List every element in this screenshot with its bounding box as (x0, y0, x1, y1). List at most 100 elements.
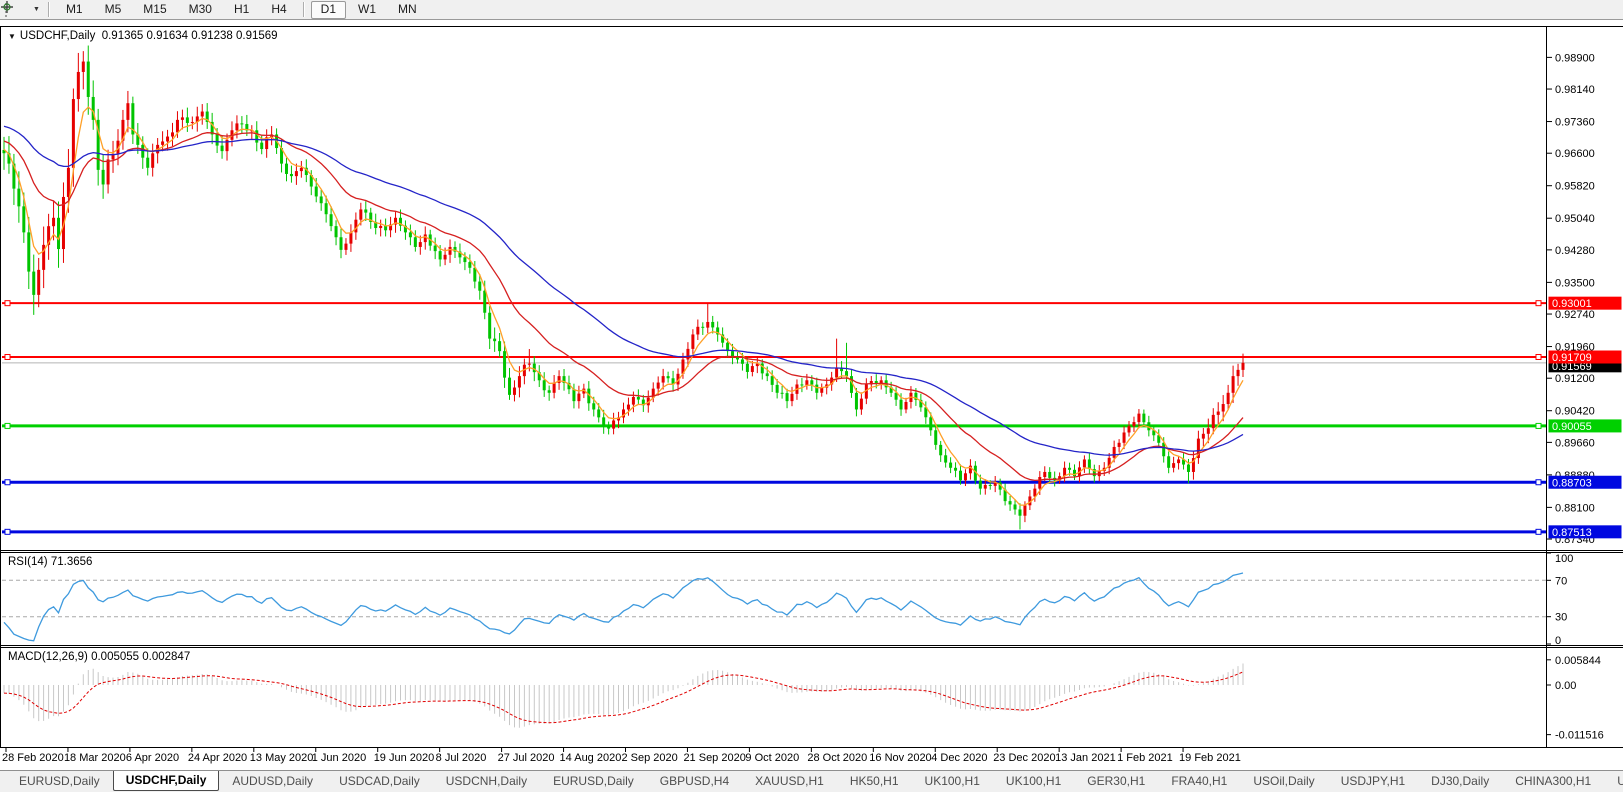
price-level-tag-0.93001-text: 0.93001 (1552, 298, 1592, 310)
axis-tick-label: 0.88100 (1555, 502, 1595, 514)
timeframe-button-d1[interactable]: D1 (310, 0, 346, 19)
symbol-dropdown-caret[interactable]: ▼ (8, 32, 16, 41)
tab-ger30-h1[interactable]: GER30,H1 (1087, 774, 1146, 788)
price-level-tag-0.93001 (1548, 296, 1622, 310)
timeframe-button-h4[interactable]: H4 (271, 1, 287, 16)
tab-usdcad-daily[interactable]: USDCAD,Daily (339, 774, 420, 788)
price-level-tag-0.88703-text: 0.88703 (1552, 477, 1592, 489)
tab-china300-h1[interactable]: CHINA300,H1 (1515, 774, 1592, 788)
rsi-pane (2, 572, 1546, 642)
axis-tick-label: 0.92740 (1555, 309, 1595, 321)
axis-tick-label: 0.91200 (1555, 373, 1595, 385)
date-tick-label: 21 Sep 2020 (683, 752, 745, 764)
moving-averages-layer (3, 106, 1244, 506)
tab-hk50-h1[interactable]: HK50,H1 (849, 774, 899, 788)
axis-tick-label: 0.90420 (1555, 406, 1595, 418)
macd-pane (3, 663, 1244, 728)
macd-axis-label: 0.005844 (1555, 655, 1601, 667)
moving-average-5 (3, 106, 1244, 506)
price-level-tag-0.91709 (1548, 350, 1622, 364)
tab-eurusd-daily[interactable]: EURUSD,Daily (19, 774, 100, 788)
tab-eurusd-daily[interactable]: EURUSD,Daily (553, 774, 634, 788)
crosshair-tool-icon[interactable] (1, 1, 32, 17)
toolbar-separator (47, 2, 50, 17)
rsi-axis-label: 30 (1555, 612, 1567, 624)
chart-title: ▼ USDCHF,Daily 0.91365 0.91634 0.91238 0.… (8, 30, 278, 42)
toolbar-separator (302, 2, 305, 17)
tab-usdchf-daily[interactable]: USDCHF,Daily (112, 771, 220, 791)
tab-usdjpy-h1[interactable]: USDJPY,H1 (1340, 774, 1406, 788)
date-tick-label: 16 Nov 2020 (869, 752, 931, 764)
symbol-tab-bar: EURUSD,Daily USDCHF,Daily AUDUSD,Daily USDC… (0, 770, 1623, 792)
timeframe-button-m1[interactable]: M1 (65, 1, 83, 16)
price-level-tag-0.90055 (1548, 419, 1622, 433)
timeframe-button-m15[interactable]: M15 (143, 1, 167, 16)
date-tick-label: 2 Sep 2020 (622, 752, 678, 764)
date-tick-label: 9 Oct 2020 (745, 752, 799, 764)
axis-tick-label: 0.95820 (1555, 181, 1595, 193)
date-tick-label: 1 Feb 2021 (1117, 752, 1173, 764)
timeframe-button-h1[interactable]: H1 (233, 1, 250, 16)
rsi-axis-label: 70 (1555, 575, 1567, 587)
date-tick-label: 28 Oct 2020 (807, 752, 867, 764)
date-tick-label: 13 Jan 2021 (1055, 752, 1116, 764)
axis-tick-label: 0.98140 (1555, 84, 1595, 96)
timeframe-button-mn[interactable]: MN (398, 1, 417, 16)
tab-gbpusd-h4[interactable]: GBPUSD,H4 (659, 774, 730, 788)
price-level-tag-0.87513-text: 0.87513 (1552, 527, 1592, 539)
timeframe-toolbar: ▼ M1 M5 M15 M30 H1 H4 D1 W1 MN (0, 0, 1623, 20)
date-tick-label: 4 Dec 2020 (931, 752, 987, 764)
date-tick-label: 27 Jul 2020 (498, 752, 555, 764)
timeframe-button-m30[interactable]: M30 (188, 1, 212, 16)
axis-tick-label: 0.98900 (1555, 52, 1595, 64)
chart-ohlc-values: 0.91365 0.91634 0.91238 0.91569 (101, 30, 278, 42)
axis-tick-label: 0.89660 (1555, 437, 1595, 449)
axis-tick-label: 0.93500 (1555, 277, 1595, 289)
chart-symbol-label: USDCHF,Daily (19, 30, 96, 42)
macd-histogram (3, 663, 1244, 728)
price-level-tag-0.88703 (1548, 475, 1622, 489)
date-axis: 28 Feb 2020 18 Mar 2020 6 Apr 2020 24 Apr 2… (2, 747, 1241, 764)
rsi-current-value: 71.3656 (50, 556, 93, 568)
tab-usdcnh-daily[interactable]: USDCNH,Daily (445, 774, 528, 788)
date-tick-label: 13 May 2020 (250, 752, 314, 764)
rsi-line (3, 572, 1244, 642)
macd-current-values: 0.005055 0.002847 (91, 651, 191, 663)
horizontal-price-lines[interactable] (2, 300, 1546, 535)
moving-average-50 (3, 125, 1244, 456)
rsi-axis-label: 100 (1555, 553, 1573, 565)
date-tick-label: 8 Jul 2020 (436, 752, 487, 764)
tab-uk100-h1[interactable]: UK100,H1 (924, 774, 980, 788)
price-axis: 0.98900 0.98140 0.97360 0.96600 0.95820 0.950… (1546, 52, 1622, 742)
date-tick-label: 19 Feb 2021 (1179, 752, 1241, 764)
macd-axis-label: -0.011516 (1555, 730, 1604, 742)
axis-tick-label: 0.94280 (1555, 245, 1595, 257)
date-tick-label: 1 Jun 2020 (312, 752, 366, 764)
moving-average-20 (3, 132, 1244, 482)
tab-xauusd-h1[interactable]: XAUUSD,H1 (755, 774, 824, 788)
tab-usoil[interactable]: USOil, (1604, 771, 1623, 792)
axis-tick-label: 0.96600 (1555, 148, 1595, 160)
date-tick-label: 28 Feb 2020 (2, 752, 64, 764)
tab-fra40-h1[interactable]: FRA40,H1 (1171, 774, 1228, 788)
rsi-indicator-label: RSI(14) 71.3656 (8, 556, 93, 568)
tool-dropdown-caret[interactable]: ▼ (33, 6, 40, 13)
tab-uk100-h1[interactable]: UK100,H1 (1005, 774, 1062, 788)
date-tick-label: 24 Apr 2020 (188, 752, 247, 764)
tab-audusd-daily[interactable]: AUDUSD,Daily (232, 774, 314, 788)
date-tick-label: 6 Apr 2020 (126, 752, 179, 764)
macd-axis-label: 0.00 (1555, 680, 1576, 692)
price-level-tag-0.90055-text: 0.90055 (1552, 421, 1592, 433)
date-tick-label: 14 Aug 2020 (560, 752, 622, 764)
rsi-axis-label: 0 (1555, 635, 1561, 647)
tab-dj30-daily[interactable]: DJ30,Daily (1431, 774, 1490, 788)
price-level-tag-0.87513 (1548, 525, 1622, 539)
date-tick-label: 19 Jun 2020 (374, 752, 435, 764)
tab-usoil-daily[interactable]: USOil,Daily (1253, 774, 1315, 788)
timeframe-button-m5[interactable]: M5 (104, 1, 122, 16)
current-price-tag-text: 0.91569 (1552, 361, 1592, 373)
macd-signal-line (3, 671, 1244, 724)
timeframe-button-w1[interactable]: W1 (358, 1, 376, 16)
